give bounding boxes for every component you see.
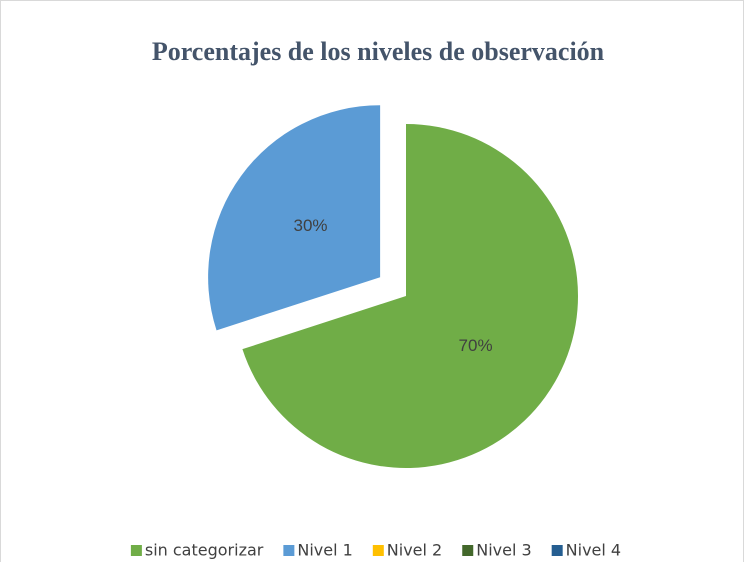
legend-label: Nivel 4 [566, 541, 621, 560]
legend-swatch [551, 545, 563, 556]
data-label: 70% [459, 336, 493, 355]
pie-slice [242, 124, 578, 469]
legend-swatch [130, 545, 142, 556]
pie-slice [208, 105, 381, 331]
legend-swatch [462, 545, 474, 556]
legend-label: Nivel 1 [297, 541, 352, 560]
legend-swatch [283, 545, 295, 556]
legend-swatch [372, 545, 384, 556]
legend-label: Nivel 2 [387, 541, 442, 560]
legend-label: sin categorizar [145, 541, 264, 560]
data-label: 30% [294, 216, 328, 235]
legend-label: Nivel 3 [476, 541, 531, 560]
chart-title: Porcentajes de los niveles de observació… [152, 37, 605, 66]
